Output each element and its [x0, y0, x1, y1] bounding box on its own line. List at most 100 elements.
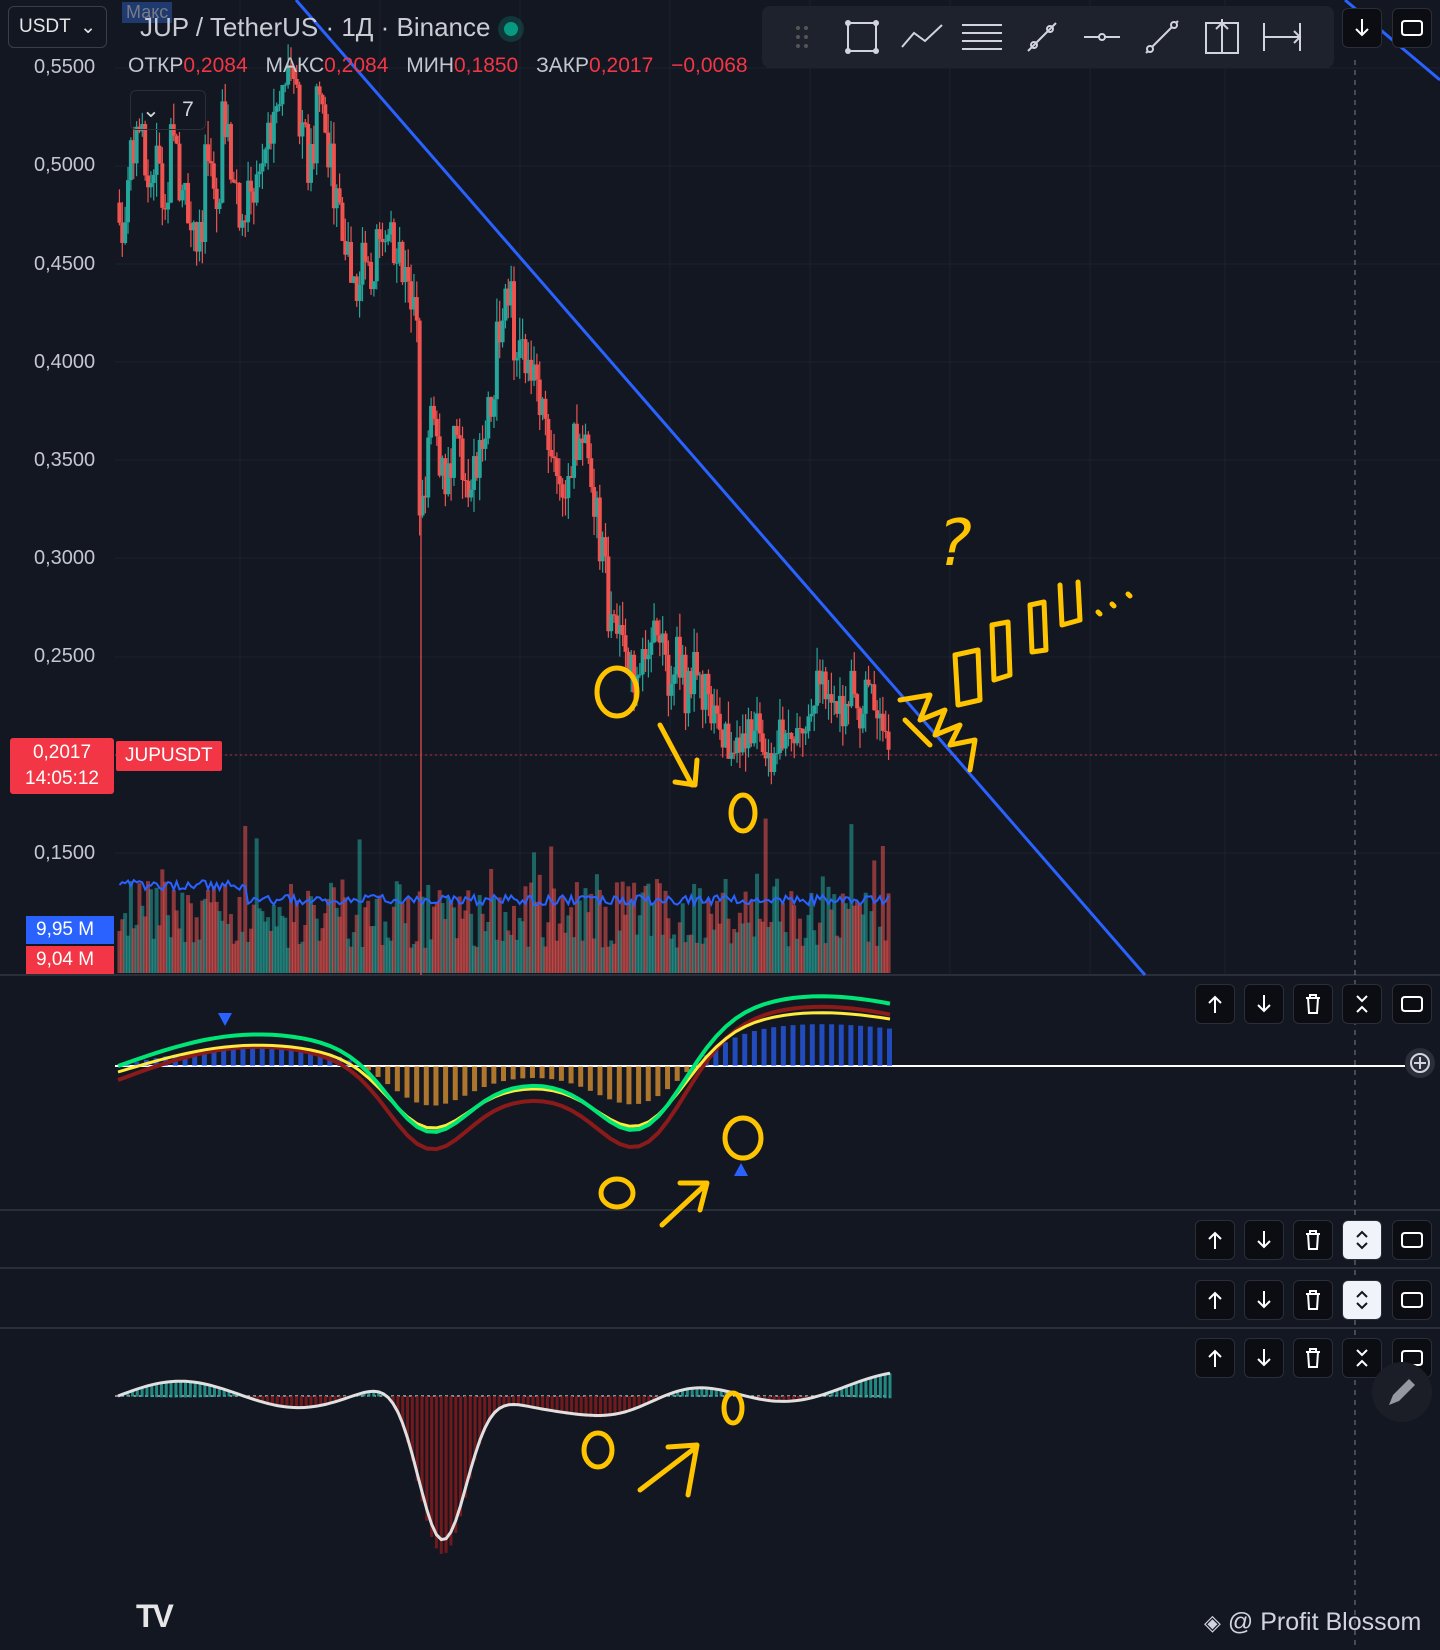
- volume-bar: [600, 947, 605, 973]
- oscillator-bar: [627, 1396, 631, 1412]
- ray-tool-icon[interactable]: [1132, 12, 1192, 62]
- volume-bar: [766, 926, 771, 973]
- ohlc-value: 0,2084: [183, 54, 248, 77]
- date-range-tool-icon[interactable]: [1252, 12, 1312, 62]
- candle-body: [697, 674, 702, 676]
- volume-bar: [460, 918, 465, 973]
- pane-expand-icon[interactable]: [1342, 1280, 1382, 1320]
- add-pane-icon[interactable]: [1405, 1048, 1435, 1078]
- pane-move-down-icon[interactable]: [1244, 1220, 1284, 1260]
- volume-bar: [746, 922, 751, 973]
- oscillator-bar: [516, 1396, 520, 1406]
- ohlc-key: МИН: [406, 54, 454, 77]
- macd-histogram-bar: [452, 1066, 458, 1101]
- candle-body: [223, 101, 228, 138]
- macd-histogram-bar: [771, 1027, 777, 1066]
- oscillator-bar: [203, 1383, 207, 1398]
- candle-body: [526, 359, 531, 374]
- pane-expand-icon[interactable]: [1342, 1220, 1382, 1260]
- pane-move-up-icon[interactable]: [1195, 1338, 1235, 1378]
- oscillator-bar: [309, 1396, 313, 1409]
- macd-histogram-bar: [529, 1066, 535, 1078]
- pane-maximize-icon[interactable]: [1392, 984, 1432, 1024]
- candle-body: [437, 436, 442, 476]
- drag-handle-icon[interactable]: [772, 12, 832, 62]
- volume-bar: [377, 895, 382, 973]
- volume-bar: [877, 926, 882, 973]
- price-tick: 0,5000: [34, 154, 96, 176]
- pane-delete-icon[interactable]: [1293, 1220, 1333, 1260]
- move-down-icon[interactable]: [1342, 8, 1382, 48]
- oscillator-bar: [840, 1388, 844, 1397]
- candle-body: [663, 633, 668, 655]
- volume-bar: [283, 917, 288, 973]
- candle-body: [769, 753, 774, 772]
- pane-move-down-icon[interactable]: [1244, 1280, 1284, 1320]
- candle-body: [652, 620, 657, 643]
- price-tick: 0,4000: [34, 351, 96, 373]
- candle-body: [746, 719, 751, 749]
- pane-delete-icon[interactable]: [1293, 1338, 1333, 1378]
- oscillator-bar: [285, 1396, 289, 1409]
- maximize-icon[interactable]: [1392, 8, 1432, 48]
- candle-body: [377, 229, 382, 239]
- pencil-icon[interactable]: [1372, 1362, 1432, 1422]
- indicators-toggle[interactable]: ⌄ 7: [130, 90, 206, 130]
- candle-body: [300, 122, 305, 137]
- watermark: ◈ @ Profit Blossom: [1204, 1608, 1421, 1637]
- pane-collapse-icon[interactable]: [1342, 984, 1382, 1024]
- pane-maximize-icon[interactable]: [1392, 1280, 1432, 1320]
- pane-delete-icon[interactable]: [1293, 1280, 1333, 1320]
- pane-maximize-icon[interactable]: [1392, 1220, 1432, 1260]
- path-tool-icon[interactable]: [892, 12, 952, 62]
- last-price-value: 0,2017: [32, 742, 92, 763]
- oscillator-bar: [164, 1382, 168, 1398]
- currency-selector[interactable]: USDT ⌄: [8, 6, 107, 48]
- oscillator-bar: [377, 1391, 381, 1397]
- volume-bar: [617, 930, 622, 973]
- volume-bar: [820, 876, 825, 973]
- horizontal-line-tool-icon[interactable]: [1072, 12, 1132, 62]
- oscillator-bar: [145, 1386, 149, 1397]
- pane-move-up-icon[interactable]: [1195, 1280, 1235, 1320]
- pane-move-down-icon[interactable]: [1244, 984, 1284, 1024]
- oscillator-bar: [874, 1376, 878, 1398]
- volume-bar: [409, 947, 414, 973]
- pane-move-up-icon[interactable]: [1195, 984, 1235, 1024]
- projected-boxes: [952, 579, 1083, 708]
- oscillator-line: [117, 1371, 891, 1542]
- oscillator-bar: [198, 1383, 202, 1398]
- pane-move-down-icon[interactable]: [1244, 1338, 1284, 1378]
- oscillator-bar: [266, 1396, 270, 1405]
- volume-bar: [809, 892, 814, 973]
- candle-body: [154, 145, 159, 175]
- pane-delete-icon[interactable]: [1293, 984, 1333, 1024]
- macd-histogram-bar: [443, 1066, 449, 1104]
- candle-body: [357, 284, 362, 301]
- candle-body: [729, 752, 734, 759]
- candle-body: [795, 728, 800, 744]
- candle-body: [715, 705, 720, 714]
- pane-collapse-icon[interactable]: [1342, 1338, 1382, 1378]
- oscillator-bar: [222, 1389, 226, 1397]
- price-range-tool-icon[interactable]: [1192, 12, 1252, 62]
- candle-body: [569, 476, 574, 478]
- candle-body: [457, 435, 462, 439]
- ohlc-value: 0,2084: [324, 54, 389, 77]
- oscillator-bar: [473, 1396, 477, 1461]
- candle-body: [743, 733, 748, 749]
- volume-bar: [597, 889, 602, 973]
- volume-bar: [360, 946, 365, 973]
- macd-histogram-bar: [578, 1066, 584, 1087]
- fib-tool-icon[interactable]: [952, 12, 1012, 62]
- pane-move-up-icon[interactable]: [1195, 1220, 1235, 1260]
- oscillator-bar: [608, 1396, 612, 1417]
- circle-mark: [728, 792, 758, 834]
- macd-histogram-bar: [732, 1037, 738, 1066]
- oscillator-bar: [772, 1396, 776, 1402]
- candle-body: [812, 705, 817, 714]
- rectangle-tool-icon[interactable]: [832, 12, 892, 62]
- candle-body: [649, 642, 654, 655]
- trend-line-tool-icon[interactable]: [1012, 12, 1072, 62]
